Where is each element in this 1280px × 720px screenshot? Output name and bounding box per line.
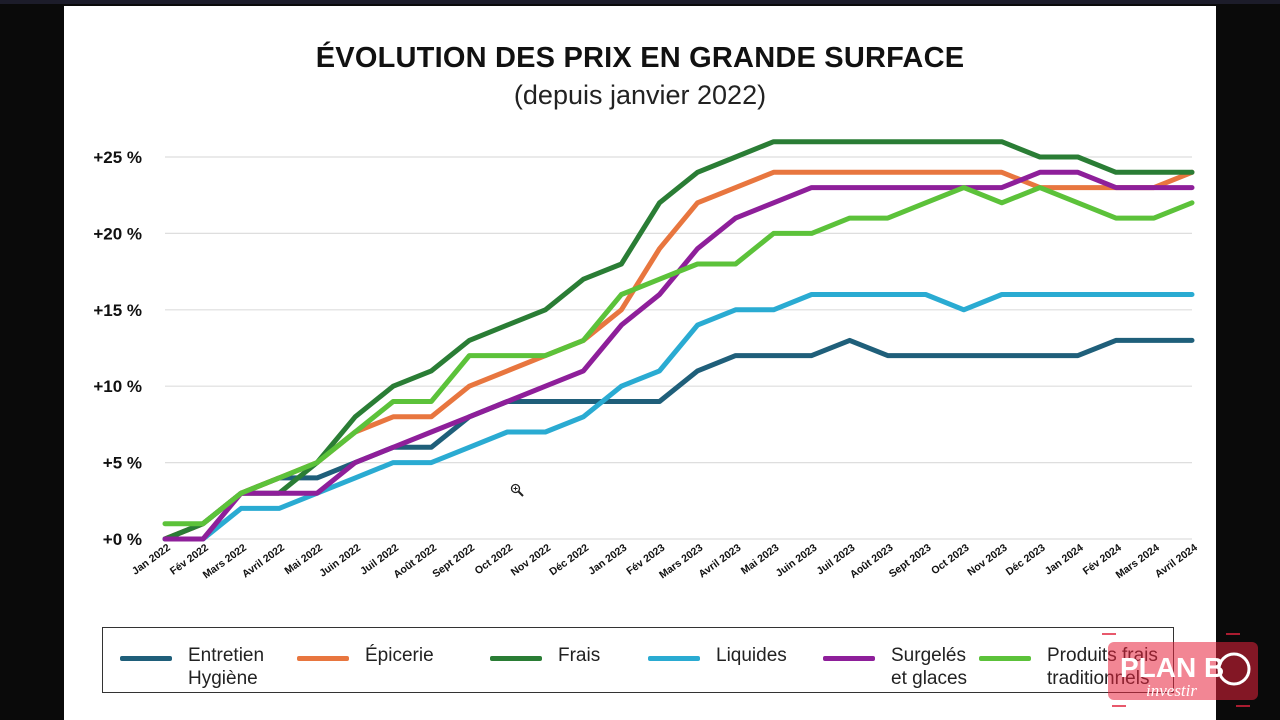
x-tick-label: Juin 2023 [774, 542, 820, 580]
chart-subtitle: (depuis janvier 2022) [513, 80, 767, 110]
series-line-produits-frais-traditionnels [162, 185, 1195, 527]
legend-label: Entretien Hygiène [188, 645, 265, 689]
legend-swatch [120, 656, 172, 661]
x-tick-label: Nov 2022 [509, 542, 553, 579]
legend-label: Liquides [716, 645, 787, 666]
y-tick-label: +0 % [103, 530, 142, 549]
legend-swatch [979, 656, 1031, 661]
y-tick-label: +15 % [93, 301, 142, 320]
chart-title: ÉVOLUTION DES PRIX EN GRANDE SURFACE [315, 42, 965, 74]
line-chart: +0 % +5 % +10 % +15 % +20 % +25 % Jan 2022Fév… [93, 139, 1200, 582]
series-lines [162, 139, 1195, 542]
x-tick-label: Avril 2024 [1153, 542, 1200, 581]
legend-label: Surgelés et glaces [891, 645, 968, 689]
x-tick-label: Jan 2023 [586, 542, 629, 578]
zoom-in-icon [510, 483, 524, 497]
x-tick-label: Août 2022 [391, 542, 439, 581]
chart-legend: Entretien Hygiène Épicerie Frais Liquides Sur… [102, 627, 1174, 693]
legend-swatch [648, 656, 700, 661]
x-tick-label: Avril 2023 [696, 542, 743, 581]
x-tick-label: Août 2023 [848, 542, 896, 581]
y-tick-label: +20 % [93, 224, 142, 243]
series-line-liquides [162, 292, 1195, 542]
chart-slide: ÉVOLUTION DES PRIX EN GRANDE SURFACE (de… [64, 6, 1216, 720]
x-tick-label: Oct 2023 [929, 542, 972, 578]
legend-swatch [490, 656, 542, 661]
legend-swatch [297, 656, 349, 661]
series-line-frais [162, 139, 1195, 542]
y-tick-label: +10 % [93, 377, 142, 396]
y-tick-label: +25 % [93, 148, 142, 167]
x-tick-label: Avril 2022 [240, 542, 287, 581]
top-border [0, 0, 1280, 4]
y-axis: +0 % +5 % +10 % +15 % +20 % +25 % [93, 148, 142, 549]
legend-label: Frais [558, 645, 601, 666]
legend-label: Épicerie [365, 645, 434, 666]
watermark-line1: PLAN B [1120, 652, 1224, 683]
x-tick-label: Déc 2022 [547, 542, 591, 579]
legend-swatch [823, 656, 875, 661]
x-tick-label: Nov 2023 [965, 542, 1009, 579]
x-tick-label: Sept 2023 [887, 542, 934, 581]
x-tick-label: Jan 2024 [1043, 542, 1086, 578]
plan-b-investir-logo: PLAN B investir [1101, 633, 1265, 707]
x-tick-label: Oct 2022 [473, 542, 516, 578]
x-tick-label: Juin 2022 [317, 542, 363, 580]
y-tick-label: +5 % [103, 454, 142, 473]
series-line-entretien-hygi-ne [162, 337, 1195, 542]
watermark-line2: investir [1146, 681, 1197, 700]
x-tick-label: Sept 2022 [430, 542, 477, 581]
x-tick-label: Déc 2023 [1004, 542, 1048, 579]
